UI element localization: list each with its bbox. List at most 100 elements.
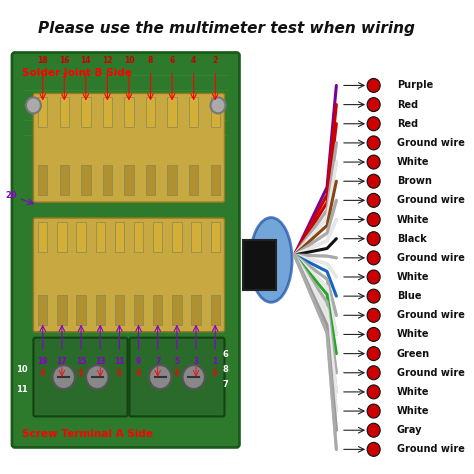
Text: Gray: Gray (397, 425, 422, 435)
Text: White: White (397, 387, 429, 397)
Bar (124, 165, 134, 195)
Bar (153, 295, 163, 325)
Bar (191, 222, 201, 252)
Circle shape (367, 308, 380, 322)
Text: White: White (397, 157, 429, 167)
Circle shape (53, 365, 75, 389)
Bar (210, 295, 220, 325)
Bar (189, 98, 198, 128)
Bar (134, 222, 143, 252)
Bar (115, 222, 124, 252)
Text: Ground wire: Ground wire (397, 310, 465, 320)
Text: 18: 18 (37, 56, 48, 65)
Circle shape (367, 423, 380, 437)
Bar (124, 98, 134, 128)
Bar (167, 98, 177, 128)
Bar (172, 295, 182, 325)
Bar (81, 98, 91, 128)
Text: 4: 4 (191, 56, 196, 65)
Text: 8: 8 (148, 56, 153, 65)
Circle shape (367, 79, 380, 92)
Text: Blue: Blue (397, 291, 421, 301)
Text: 10: 10 (124, 56, 134, 65)
Circle shape (367, 404, 380, 418)
Text: 9: 9 (136, 357, 141, 366)
Text: 15: 15 (76, 357, 86, 366)
Text: White: White (397, 272, 429, 282)
Text: 7: 7 (155, 357, 160, 366)
Text: Screw Terminal A Side: Screw Terminal A Side (22, 429, 153, 439)
Text: 16: 16 (59, 56, 70, 65)
Text: 3: 3 (193, 357, 199, 366)
Ellipse shape (250, 218, 292, 302)
Text: Red: Red (397, 119, 418, 129)
Circle shape (367, 136, 380, 150)
Bar (38, 165, 47, 195)
Bar (210, 222, 220, 252)
Text: Brown: Brown (397, 176, 432, 186)
Text: 1: 1 (212, 357, 218, 366)
Text: Green: Green (397, 348, 430, 359)
Bar (81, 165, 91, 195)
FancyBboxPatch shape (34, 218, 225, 332)
Circle shape (367, 212, 380, 227)
Bar (76, 295, 86, 325)
Circle shape (86, 365, 109, 389)
Bar (38, 222, 47, 252)
Bar (57, 295, 66, 325)
Circle shape (26, 98, 41, 113)
Text: 12: 12 (102, 56, 113, 65)
Circle shape (367, 251, 380, 265)
Text: 5: 5 (174, 357, 180, 366)
Text: Ground wire: Ground wire (397, 253, 465, 263)
Bar (115, 295, 124, 325)
Text: Purple: Purple (397, 81, 433, 91)
Bar (146, 98, 155, 128)
FancyBboxPatch shape (34, 337, 128, 417)
Text: 20: 20 (5, 191, 17, 200)
Circle shape (367, 289, 380, 303)
Circle shape (367, 174, 380, 188)
Text: 11: 11 (114, 357, 125, 366)
Text: Solder Joint B Side: Solder Joint B Side (22, 68, 132, 79)
Text: White: White (397, 406, 429, 416)
Bar (172, 222, 182, 252)
Text: White: White (397, 215, 429, 225)
Circle shape (149, 365, 172, 389)
Circle shape (367, 366, 380, 380)
Text: 2: 2 (212, 56, 218, 65)
Bar (243, 240, 276, 290)
Bar (60, 98, 69, 128)
Bar (167, 165, 177, 195)
Circle shape (367, 328, 380, 341)
Bar (146, 165, 155, 195)
Bar (57, 222, 66, 252)
Text: Ground wire: Ground wire (397, 195, 465, 205)
Circle shape (367, 193, 380, 207)
Bar (103, 98, 112, 128)
Circle shape (367, 442, 380, 456)
Circle shape (367, 232, 380, 246)
Circle shape (367, 117, 380, 131)
Text: Please use the multimeter test when wiring: Please use the multimeter test when wiri… (38, 21, 415, 36)
Bar (210, 165, 220, 195)
Text: 11: 11 (17, 385, 28, 394)
Bar (134, 295, 143, 325)
Bar (38, 98, 47, 128)
Text: White: White (397, 329, 429, 339)
Text: 19: 19 (37, 357, 48, 366)
Bar (60, 165, 69, 195)
Bar (153, 222, 163, 252)
Text: 14: 14 (81, 56, 91, 65)
Text: Ground wire: Ground wire (397, 445, 465, 455)
Circle shape (182, 365, 205, 389)
Circle shape (367, 346, 380, 361)
Bar (191, 295, 201, 325)
Text: 10: 10 (17, 365, 28, 374)
FancyBboxPatch shape (34, 93, 225, 202)
Circle shape (367, 270, 380, 284)
Text: 7: 7 (223, 380, 228, 389)
Bar (76, 222, 86, 252)
Text: Ground wire: Ground wire (397, 138, 465, 148)
FancyBboxPatch shape (12, 53, 239, 447)
